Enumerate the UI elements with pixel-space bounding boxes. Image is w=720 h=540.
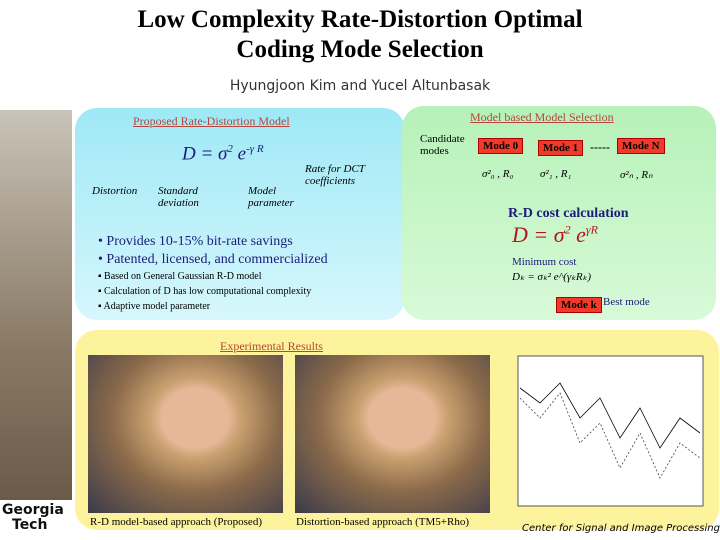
- plot-image: [517, 355, 704, 507]
- formula: D = σ2 eγR: [512, 222, 598, 248]
- video-frame: [295, 355, 490, 513]
- label: Model parameter: [248, 185, 294, 209]
- mode-box: Mode 0: [478, 138, 524, 154]
- mode-box: Mode 1: [538, 140, 584, 156]
- label: Standard deviation: [158, 185, 199, 209]
- label: Distortion: [92, 185, 138, 197]
- formula-part: D =: [182, 143, 219, 165]
- formula-part: D =: [512, 222, 554, 247]
- authors: Hyungjoon Kim and Yucel Altunbasak: [229, 78, 491, 94]
- main-bullet: • Provides 10-15% bit-rate savings: [98, 234, 293, 249]
- caption: R-D model-based approach (Proposed): [90, 516, 262, 528]
- label: Candidate modes: [420, 133, 465, 157]
- formula: D = σ2 e-γ R: [182, 143, 264, 165]
- sub-bullet: ▪ Adaptive model parameter: [98, 301, 211, 312]
- section-heading: Model based Model Selection: [470, 110, 614, 124]
- bullet-text: Adaptive model parameter: [103, 301, 211, 312]
- formula-part: σ: [218, 143, 228, 165]
- mode-params: σ²ₙ , Rₙ: [620, 169, 653, 181]
- label: Minimum cost: [512, 256, 577, 268]
- formula-part: σ: [553, 222, 565, 247]
- mode-params: σ²₁ , R₁: [540, 168, 572, 180]
- mode-box: Mode N: [617, 138, 665, 154]
- bullet-text: Calculation of D has low computational c…: [104, 286, 312, 297]
- left-panel: [75, 108, 405, 320]
- label: Best mode: [603, 296, 650, 308]
- formula-part: e: [232, 143, 247, 165]
- logo: Georgia Tech: [2, 503, 64, 533]
- label: Rate for DCT coefficients: [305, 163, 365, 187]
- formula-part: -γ R: [246, 143, 264, 155]
- bullet-text: Provides 10-15% bit-rate savings: [106, 234, 293, 249]
- dashes: -----: [590, 140, 610, 154]
- title-line: Low Complexity Rate-Distortion Optimal: [137, 6, 583, 33]
- caption: Distortion-based approach (TM5+Rho): [296, 516, 469, 528]
- footer-text: Center for Signal and Image Processing: [522, 523, 720, 534]
- campus-strip: [0, 110, 72, 500]
- formula-part: 2: [564, 222, 571, 237]
- section-heading: Experimental Results: [220, 339, 323, 353]
- mode-params: σ²₀ , R₀: [482, 168, 514, 180]
- bullet-text: Based on General Gaussian R-D model: [104, 271, 262, 282]
- formula-part: e: [570, 222, 586, 247]
- mode-box: Mode k: [556, 297, 602, 313]
- cost-heading: R-D cost calculation: [508, 206, 629, 221]
- video-frame: [88, 355, 283, 513]
- logo-line: Tech: [12, 517, 48, 533]
- formula-part: γR: [585, 222, 598, 237]
- formula-part: 2: [227, 143, 233, 155]
- section-heading: Proposed Rate-Distortion Model: [133, 114, 290, 128]
- logo-line: Georgia: [2, 502, 64, 518]
- sub-bullet: ▪ Calculation of D has low computational…: [98, 286, 312, 297]
- main-bullet: • Patented, licensed, and commercialized: [98, 252, 328, 267]
- bullet-text: Patented, licensed, and commercialized: [106, 252, 328, 267]
- sub-bullet: ▪ Based on General Gaussian R-D model: [98, 271, 262, 282]
- formula: Dₖ = σₖ² e^(γₖRₖ): [512, 271, 591, 283]
- title-line: Coding Mode Selection: [236, 36, 484, 63]
